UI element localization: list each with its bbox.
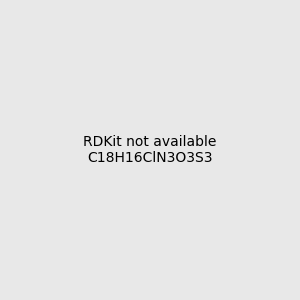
Text: RDKit not available
C18H16ClN3O3S3: RDKit not available C18H16ClN3O3S3 xyxy=(83,135,217,165)
